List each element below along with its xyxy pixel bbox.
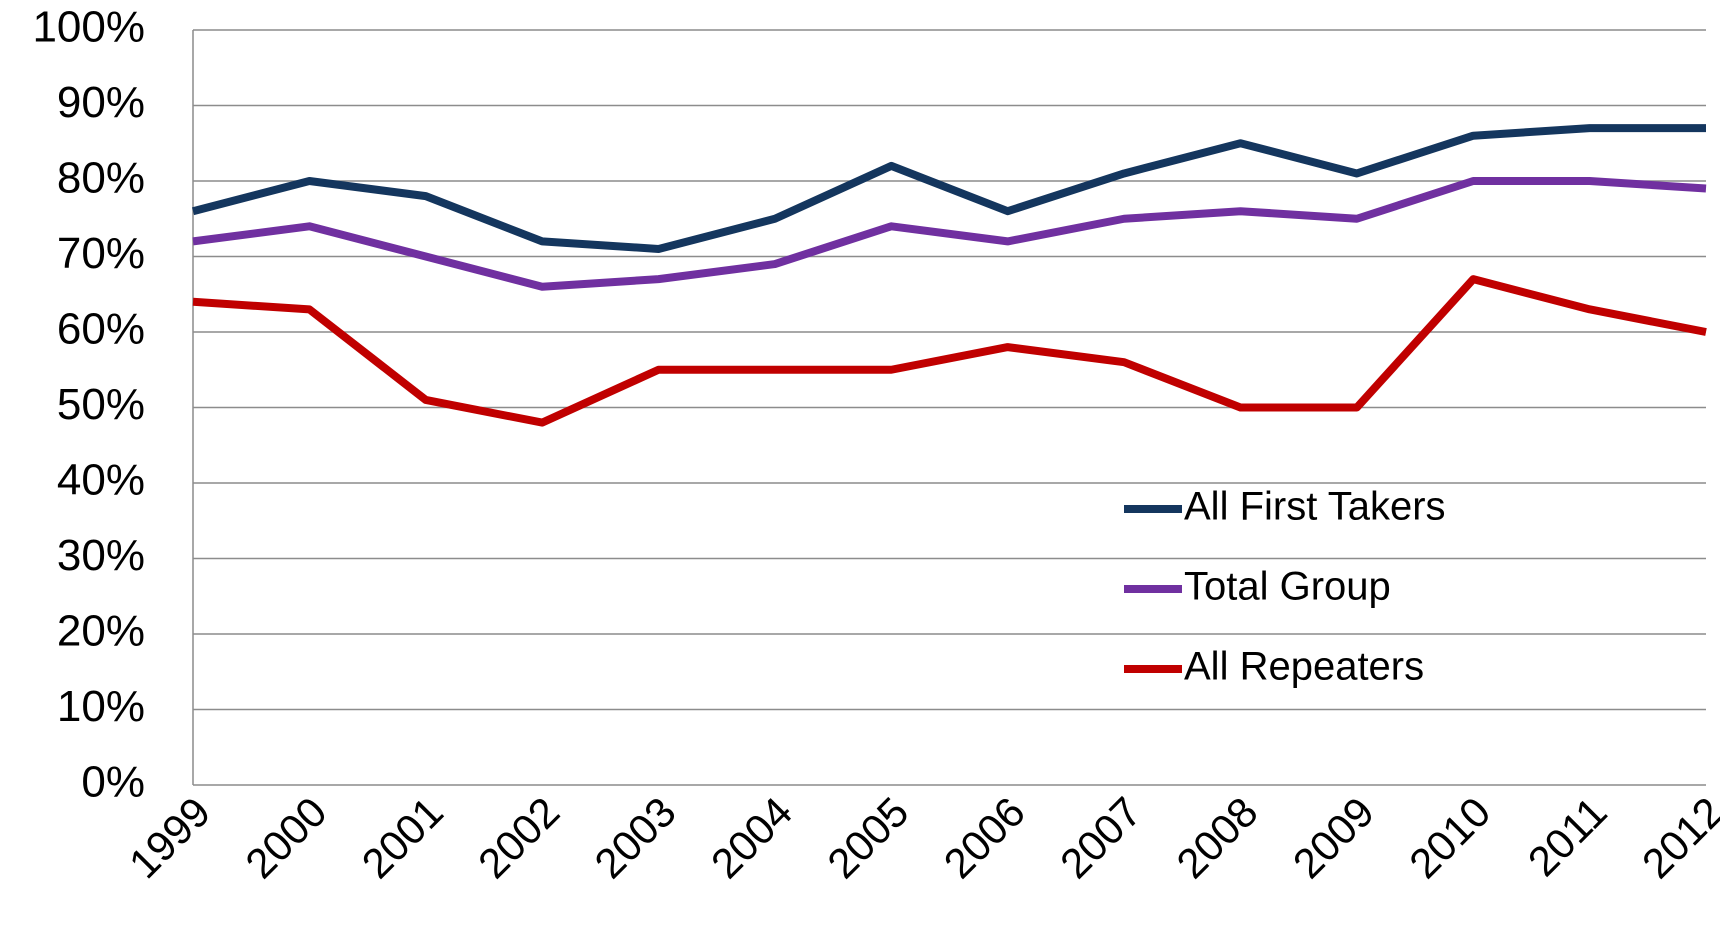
x-tick-label: 2007 [1051,788,1150,887]
y-tick-label: 10% [57,682,145,731]
y-tick-label: 20% [57,607,145,656]
x-tick-label: 2003 [585,788,684,887]
x-tick-label: 2010 [1400,788,1499,887]
x-tick-label: 2004 [702,788,801,887]
x-tick-label: 2000 [236,788,335,887]
legend-label: Total Group [1184,565,1391,609]
y-tick-label: 0% [81,758,145,807]
x-tick-label: 2002 [469,788,568,887]
y-tick-label: 100% [32,3,145,52]
x-tick-label: 2005 [818,788,917,887]
x-tick-label: 2009 [1284,788,1383,887]
legend-label: All Repeaters [1184,645,1424,689]
y-tick-label: 60% [57,305,145,354]
x-tick-label: 2006 [935,788,1034,887]
y-tick-label: 40% [57,456,145,505]
x-tick-label: 2008 [1167,788,1266,887]
y-tick-label: 90% [57,78,145,127]
y-tick-label: 70% [57,229,145,278]
series-line [192,275,1707,427]
y-tick-label: 30% [57,531,145,580]
x-tick-label: 2011 [1519,788,1616,885]
legend-label: All First Takers [1184,485,1446,529]
x-tick-label: 2012 [1633,788,1720,887]
y-tick-label: 50% [57,380,145,429]
series-line [191,124,1706,253]
series-line [192,177,1707,291]
x-tick-label: 2001 [353,788,452,887]
y-tick-label: 80% [57,154,145,203]
